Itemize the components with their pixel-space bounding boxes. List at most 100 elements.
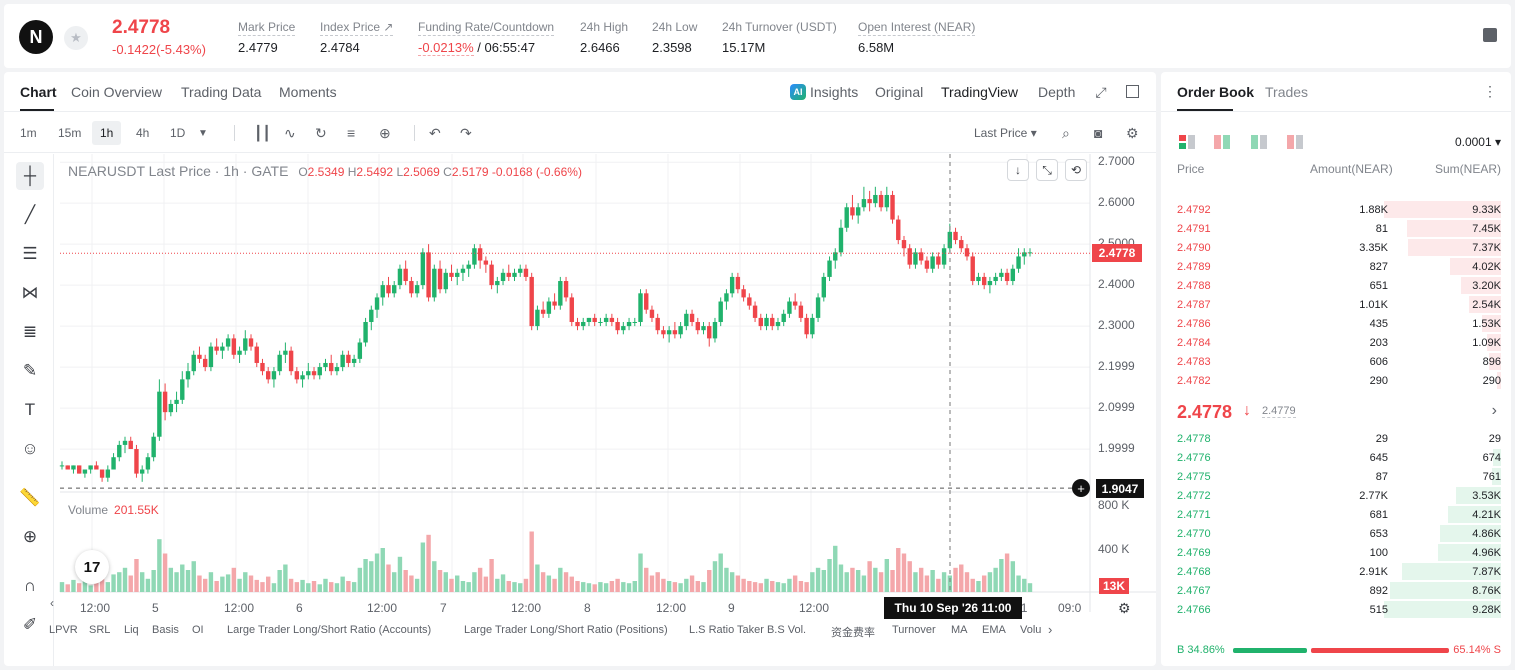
tradingview-logo[interactable]: 17 (75, 550, 109, 584)
ask-row[interactable]: 2.4789 827 4.02K (1177, 257, 1501, 276)
view-asks-icon[interactable] (1287, 135, 1303, 149)
indicator-item[interactable]: Taker B.S Vol. (737, 624, 807, 636)
indicator-item[interactable]: Large Trader Long/Short Ratio (Positions… (464, 624, 668, 636)
tab-moments[interactable]: Moments (279, 84, 337, 100)
bid-row[interactable]: 2.4772 2.77K 3.53K (1177, 486, 1501, 505)
timeframe-dropdown-icon[interactable]: ▼ (198, 128, 208, 139)
chart-layout-icon[interactable]: ⟲ (1065, 159, 1087, 181)
collapse-toolbar-icon[interactable]: ‹ (50, 596, 54, 610)
text-tool-icon[interactable]: T (24, 400, 36, 419)
view-bids-icon[interactable] (1251, 135, 1267, 149)
axis-settings-gear-icon[interactable]: ⚙ (1118, 600, 1131, 616)
indicator-item[interactable]: MA (951, 624, 968, 636)
tab-trades[interactable]: Trades (1265, 84, 1309, 100)
tab-order-book[interactable]: Order Book (1177, 84, 1255, 100)
search-icon[interactable]: ⌕ (1062, 125, 1070, 141)
ask-row[interactable]: 2.4787 1.01K 2.54K (1177, 295, 1501, 314)
bid-row[interactable]: 2.4776 645 674 (1177, 448, 1501, 467)
timeframe-15m[interactable]: 15m (58, 126, 82, 140)
pattern-icon[interactable]: ⋈ (21, 283, 39, 302)
candle-type-icon[interactable]: ┃┃ (254, 125, 271, 141)
more-options-icon[interactable]: ⋮ (1483, 83, 1497, 99)
indicator-item[interactable]: OI (192, 624, 204, 636)
add-indicator-icon[interactable]: ⊕ (379, 125, 391, 141)
view-original[interactable]: Original (875, 84, 924, 100)
indicator-item[interactable]: SRL (89, 624, 111, 636)
view-asks-bids-icon[interactable] (1214, 135, 1230, 149)
ask-row[interactable]: 2.4786 435 1.53K (1177, 314, 1501, 333)
tab-coin-overview[interactable]: Coin Overview (71, 84, 163, 100)
trendline-icon[interactable]: ╱ (24, 205, 36, 224)
crosshair-add-icon[interactable]: + (1072, 479, 1090, 498)
bid-row[interactable]: 2.4768 2.91K 7.87K (1177, 562, 1501, 581)
candle-body (638, 293, 643, 322)
view-tradingview[interactable]: TradingView (941, 84, 1019, 100)
indicator-item[interactable]: Turnover (892, 624, 936, 636)
refresh-icon[interactable]: ↻ (315, 125, 327, 141)
indicator-item[interactable]: Volu (1020, 624, 1042, 636)
emoji-icon[interactable]: ☺ (21, 439, 39, 458)
candle-body (157, 391, 162, 437)
undo-icon[interactable]: ↶ (429, 125, 441, 141)
indicator-item[interactable]: 资金费率 (831, 627, 875, 639)
indicator-item[interactable]: L.S Ratio (689, 624, 735, 636)
scroll-down-icon[interactable]: ↓ (1007, 159, 1029, 181)
view-depth[interactable]: Depth (1038, 84, 1076, 100)
zoom-in-icon[interactable]: ⊕ (22, 527, 38, 546)
fib-retracement-icon[interactable]: ≣ (22, 322, 38, 341)
stat-open-interest[interactable]: Open Interest (NEAR) 6.58M (858, 20, 976, 55)
crosshair-icon[interactable]: ┼ (16, 162, 44, 190)
ask-row[interactable]: 2.4782 290 290 (1177, 371, 1501, 390)
price-step-select[interactable]: 0.0001 ▾ (1454, 135, 1501, 149)
indicator-item[interactable]: LPVR (49, 624, 78, 636)
candlestick-chart[interactable] (4, 72, 1156, 666)
chevron-right-icon[interactable]: › (1491, 402, 1497, 419)
chart-tabs: Chart Coin Overview Trading Data Moments… (4, 72, 1156, 112)
collapse-icon[interactable]: ⤡ (1036, 159, 1058, 181)
timeframe-1h[interactable]: 1h (92, 121, 122, 145)
indicator-item[interactable]: EMA (982, 624, 1006, 636)
bid-row[interactable]: 2.4771 681 4.21K (1177, 505, 1501, 524)
tab-trading-data[interactable]: Trading Data (181, 84, 262, 100)
ask-row[interactable]: 2.4792 1.88K 9.33K (1177, 200, 1501, 219)
bid-row[interactable]: 2.4766 515 9.28K (1177, 600, 1501, 619)
bid-row[interactable]: 2.4769 100 4.96K (1177, 543, 1501, 562)
bid-row[interactable]: 2.4775 87 761 (1177, 467, 1501, 486)
timeframe-4h[interactable]: 4h (136, 126, 150, 140)
pencil-lock-icon[interactable]: ✐ (22, 615, 38, 634)
horizontal-lines-icon[interactable]: ☰ (22, 244, 38, 263)
ask-row[interactable]: 2.4791 81 7.45K (1177, 219, 1501, 238)
view-insights[interactable]: Insights (810, 84, 859, 100)
fullscreen-icon[interactable] (1126, 85, 1139, 98)
price-source-select[interactable]: Last Price ▾ (974, 126, 1037, 140)
stat-mark-price[interactable]: Mark Price 2.4779 (238, 20, 296, 55)
indicators-icon[interactable]: ∿ (284, 125, 296, 141)
expand-icon[interactable]: ⤢ (1095, 84, 1107, 100)
stat-funding-rate[interactable]: Funding Rate/Countdown -0.0213% / 06:55:… (418, 20, 555, 56)
templates-icon[interactable]: ≡ (347, 125, 356, 141)
timeframe-1m[interactable]: 1m (20, 126, 37, 140)
view-both-icon[interactable] (1179, 135, 1195, 149)
screenshot-camera-icon[interactable]: ◙ (1094, 125, 1103, 141)
ask-row[interactable]: 2.4784 203 1.09K (1177, 333, 1501, 352)
ask-row[interactable]: 2.4788 651 3.20K (1177, 276, 1501, 295)
ruler-icon[interactable]: 📏 (19, 488, 41, 507)
bid-row[interactable]: 2.4778 29 29 (1177, 429, 1501, 448)
ask-row[interactable]: 2.4783 606 896 (1177, 352, 1501, 371)
tab-chart[interactable]: Chart (20, 84, 57, 100)
brush-icon[interactable]: ✎ (22, 361, 38, 380)
indicator-item[interactable]: Large Trader Long/Short Ratio (Accounts) (227, 624, 432, 636)
indicator-item[interactable]: Basis (152, 624, 179, 636)
contract-info-icon[interactable] (1483, 28, 1497, 42)
timeframe-1d[interactable]: 1D (170, 126, 186, 140)
ask-row[interactable]: 2.4790 3.35K 7.37K (1177, 238, 1501, 257)
bid-row[interactable]: 2.4770 653 4.86K (1177, 524, 1501, 543)
favorite-star-icon[interactable]: ★ (64, 26, 88, 50)
indicator-item[interactable]: Liq (124, 624, 139, 636)
chart-settings-gear-icon[interactable]: ⚙ (1126, 125, 1139, 141)
indicators-scroll-icon[interactable]: › (1048, 622, 1053, 637)
redo-icon[interactable]: ↷ (460, 125, 472, 141)
magnet-icon[interactable]: ∩ (23, 576, 37, 595)
stat-index-price[interactable]: Index Price ↗ 2.4784 (320, 20, 394, 55)
bid-row[interactable]: 2.4767 892 8.76K (1177, 581, 1501, 600)
